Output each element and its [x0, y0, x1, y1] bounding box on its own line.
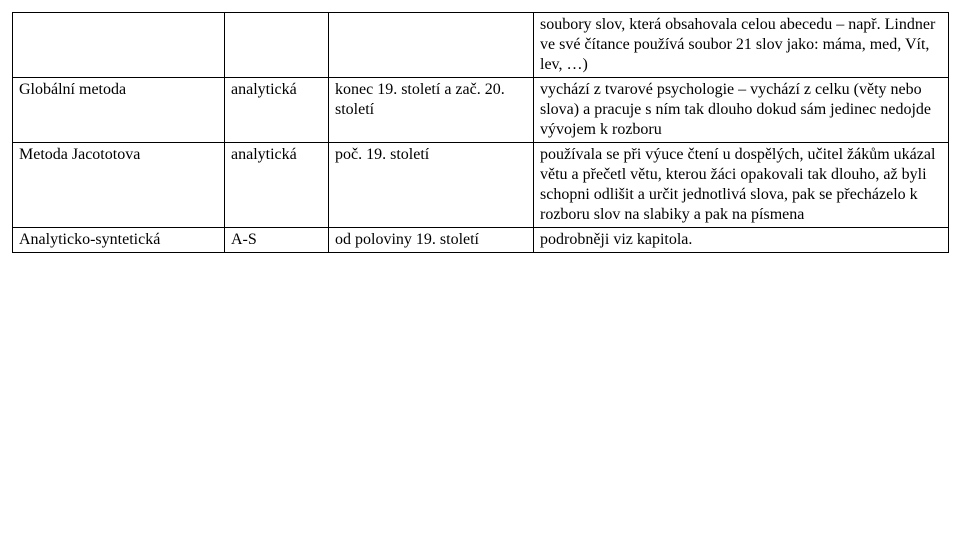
cell-type: A-S: [225, 228, 329, 253]
cell-type: [225, 13, 329, 78]
table-row: Globální metoda analytická konec 19. sto…: [13, 78, 949, 143]
table-row: Metoda Jacototova analytická poč. 19. st…: [13, 143, 949, 228]
cell-period: od poloviny 19. století: [329, 228, 534, 253]
cell-period: poč. 19. století: [329, 143, 534, 228]
cell-period: [329, 13, 534, 78]
cell-description: vychází z tvarové psychologie – vychází …: [534, 78, 949, 143]
table-row: Analyticko-syntetická A-S od poloviny 19…: [13, 228, 949, 253]
table-row: soubory slov, která obsahovala celou abe…: [13, 13, 949, 78]
cell-description: používala se při výuce čtení u dospělých…: [534, 143, 949, 228]
cell-type: analytická: [225, 78, 329, 143]
cell-description: podrobněji viz kapitola.: [534, 228, 949, 253]
cell-method: [13, 13, 225, 78]
cell-method: Metoda Jacototova: [13, 143, 225, 228]
cell-type: analytická: [225, 143, 329, 228]
cell-method: Analyticko-syntetická: [13, 228, 225, 253]
methods-table: soubory slov, která obsahovala celou abe…: [12, 12, 949, 253]
cell-description: soubory slov, která obsahovala celou abe…: [534, 13, 949, 78]
cell-period: konec 19. století a zač. 20. století: [329, 78, 534, 143]
cell-method: Globální metoda: [13, 78, 225, 143]
